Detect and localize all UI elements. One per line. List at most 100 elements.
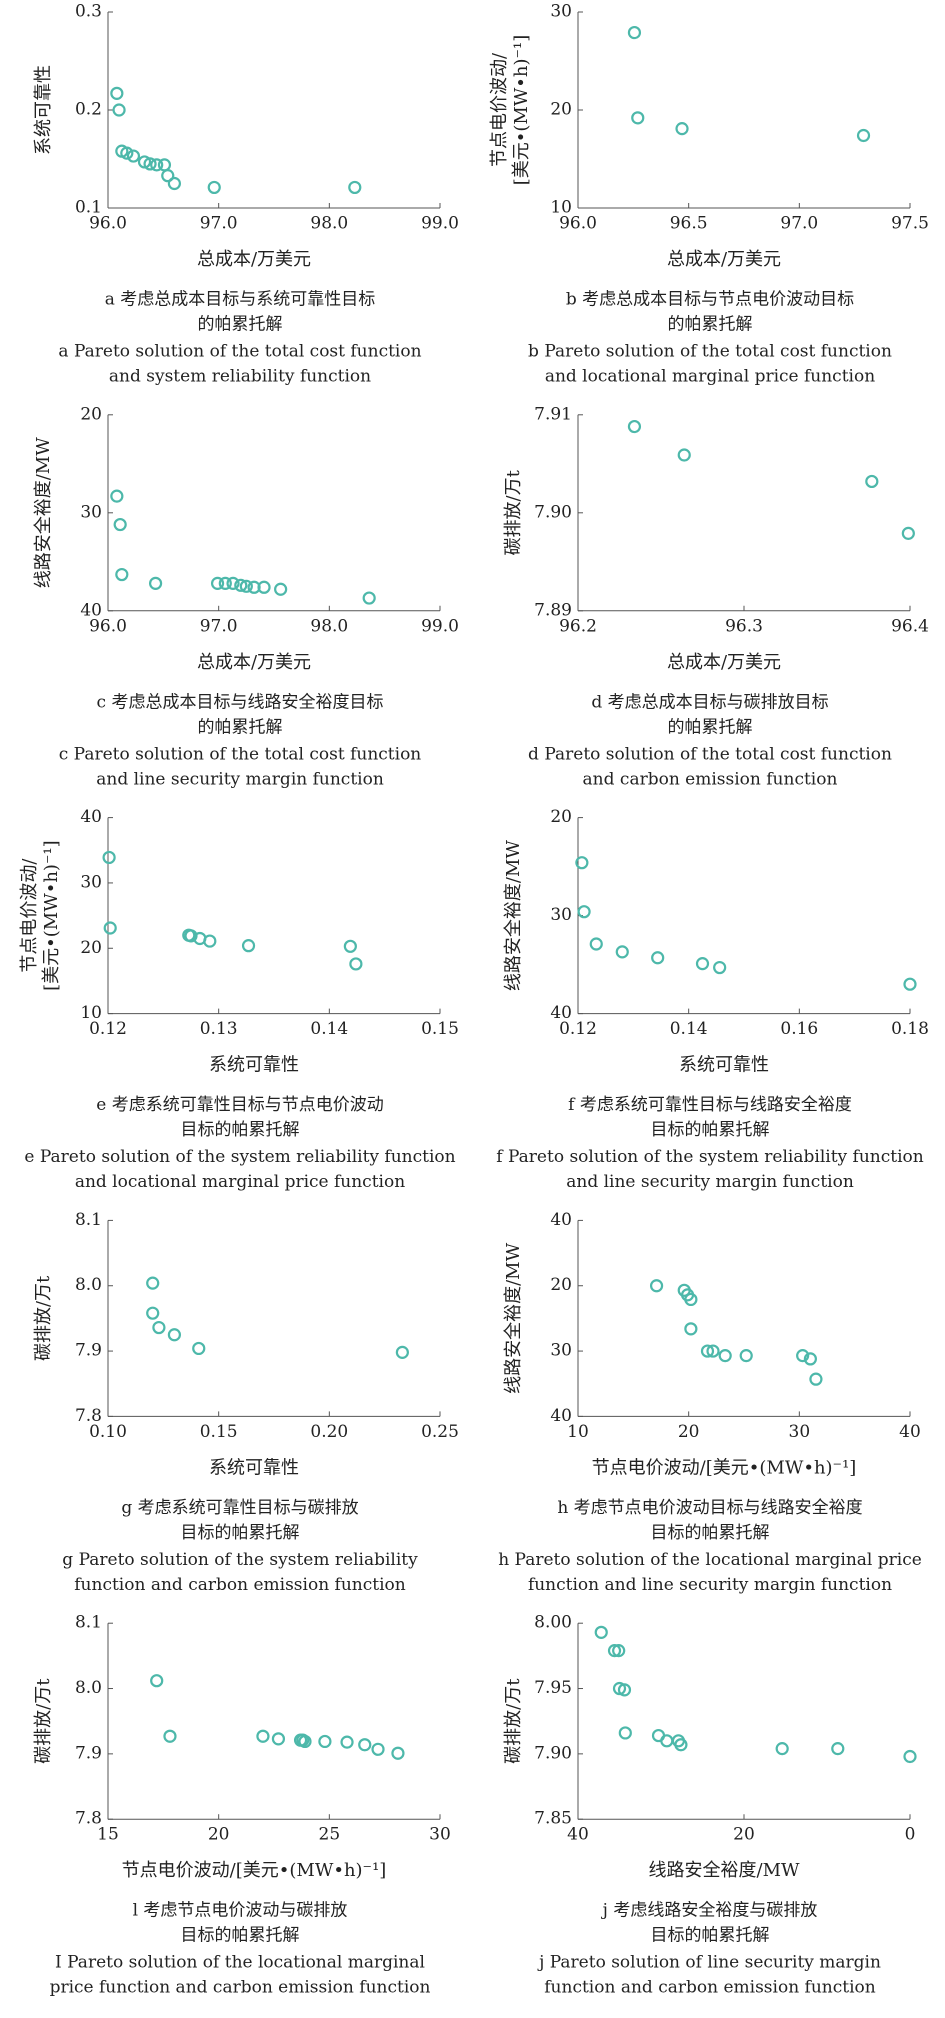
- caption-en: b Pareto solution of the total cost func…: [528, 342, 892, 362]
- y-tick-label: 20: [550, 1275, 572, 1295]
- y-tick-label: 7.8: [75, 1809, 102, 1829]
- x-tick-label: 0.12: [559, 1019, 597, 1039]
- x-tick-label: 0.10: [89, 1422, 127, 1442]
- point: [700, 1344, 715, 1358]
- x-tick-label: 20: [208, 1825, 230, 1845]
- caption-cn: h 考虑节点电价波动目标与线路安全裕度: [557, 1498, 862, 1518]
- panel: 0.10 0.15 0.20 0.25 7.8 7.9 8.0 8.1 碳排放/万t 系统可靠性 g…: [33, 1210, 459, 1595]
- x-tick-label: 0.16: [780, 1019, 818, 1039]
- x-tick-label: 0.14: [670, 1019, 708, 1039]
- x-tick-label: 0.15: [200, 1422, 238, 1442]
- x-tick-label: 0.18: [891, 1019, 929, 1039]
- point: [615, 945, 629, 959]
- point: [631, 111, 645, 125]
- point: [677, 448, 691, 462]
- x-tick-label: 30: [789, 1422, 811, 1442]
- caption-cn: d 考虑总成本目标与碳排放目标: [591, 692, 828, 712]
- point: [395, 1345, 409, 1359]
- point: [161, 169, 175, 183]
- x-tick-label: 96.2: [559, 616, 597, 636]
- point: [115, 567, 129, 582]
- x-tick-label: 25: [319, 1825, 341, 1845]
- y-tick-label: 8.0: [75, 1678, 102, 1698]
- x-tick-label: 99.0: [421, 616, 459, 636]
- x-tick-label: 20: [678, 1422, 700, 1442]
- x-axis-label: 系统可靠性: [679, 1055, 769, 1076]
- point: [831, 1742, 845, 1756]
- x-tick-label: 96.5: [670, 214, 708, 234]
- x-tick-label: 20: [733, 1825, 755, 1845]
- point: [340, 1735, 354, 1749]
- point: [371, 1742, 385, 1756]
- x-axis-label: 总成本/万美元: [197, 652, 311, 673]
- caption-en: function and carbon emission function: [544, 1978, 875, 1998]
- caption-en: c Pareto solution of the total cost func…: [59, 744, 422, 764]
- y-axis-label: [美元•(MW•h)⁻¹]: [511, 35, 532, 186]
- point: [684, 1322, 698, 1336]
- point: [901, 526, 915, 540]
- caption-en: g Pareto solution of the system reliabil…: [62, 1550, 418, 1570]
- x-tick-label: 96.0: [559, 214, 597, 234]
- y-tick-label: 40: [550, 1210, 572, 1230]
- point: [713, 960, 727, 975]
- y-tick-label: 10: [80, 1003, 102, 1023]
- caption-cn: 目标的帕累托解: [181, 1926, 300, 1946]
- point: [803, 1352, 817, 1366]
- y-tick-label: 7.95: [534, 1678, 572, 1698]
- point: [577, 905, 591, 919]
- x-axis-label: 线路安全裕度/MW: [649, 1860, 800, 1881]
- point: [110, 489, 124, 503]
- point: [318, 1734, 332, 1749]
- y-axis-label: 节点电价波动/: [489, 52, 510, 167]
- point: [207, 180, 221, 195]
- y-tick-label: 8.1: [75, 1210, 102, 1230]
- y-tick-label: 30: [550, 905, 572, 925]
- point: [148, 576, 163, 590]
- caption-en: I Pareto solution of the locational marg…: [55, 1953, 425, 1973]
- caption-cn: 的帕累托解: [668, 315, 753, 335]
- point: [612, 1644, 626, 1658]
- x-tick-label: 97.0: [780, 214, 818, 234]
- point: [684, 1292, 698, 1307]
- x-tick-label: 0.14: [310, 1019, 348, 1039]
- point: [274, 582, 288, 596]
- x-tick-label: 0.13: [200, 1019, 238, 1039]
- panel: 0.12 0.13 0.14 0.15 10 20 30 40 节点电价波动/[美元•(MW•h…: [19, 807, 459, 1192]
- x-tick-label: 96.4: [891, 616, 929, 636]
- x-axis-label: 总成本/万美元: [667, 652, 781, 673]
- x-tick-label: 40: [567, 1825, 589, 1845]
- point: [226, 576, 240, 590]
- x-tick-label: 0.25: [421, 1422, 459, 1442]
- y-tick-label: 30: [80, 502, 102, 522]
- panel: 96.0 97.0 98.0 99.0 20 30 40 线路安全裕度/MW 总成本/万美元 c …: [33, 404, 459, 789]
- caption-en: and carbon emission function: [583, 769, 838, 789]
- point: [796, 1349, 810, 1363]
- point: [651, 951, 665, 965]
- x-tick-label: 10: [567, 1422, 589, 1442]
- point: [218, 576, 232, 590]
- point: [102, 850, 116, 865]
- caption-en: a Pareto solution of the total cost func…: [58, 342, 421, 362]
- y-tick-label: 0.2: [75, 100, 102, 120]
- panel: 10 20 30 40 40 20 30 40 线路安全裕度/MW 节点电价波动/[美元•(MW•…: [498, 1210, 922, 1595]
- caption-en: function and carbon emission function: [74, 1575, 405, 1595]
- y-axis-label: 碳排放/万t: [503, 469, 524, 555]
- x-axis-label: 节点电价波动/[美元•(MW•h)⁻¹]: [122, 1860, 387, 1881]
- caption-cn: 目标的帕累托解: [651, 1120, 770, 1140]
- point: [674, 1738, 688, 1752]
- point: [150, 158, 164, 172]
- point: [112, 103, 126, 117]
- y-tick-label: 30: [550, 2, 572, 22]
- y-tick-label: 20: [80, 404, 102, 424]
- caption-en: d Pareto solution of the total cost func…: [528, 744, 892, 764]
- panel: 96.2 96.3 96.4 7.89 7.90 7.91 碳排放/万t 总成本/万美元 d 考…: [503, 404, 929, 789]
- caption-en: and system reliability function: [109, 367, 371, 387]
- y-tick-label: 30: [550, 1341, 572, 1361]
- point: [618, 1726, 632, 1740]
- x-tick-label: 0.12: [89, 1019, 127, 1039]
- point: [362, 591, 376, 605]
- point: [150, 1674, 164, 1688]
- y-tick-label: 7.90: [534, 1743, 572, 1763]
- point: [349, 957, 363, 971]
